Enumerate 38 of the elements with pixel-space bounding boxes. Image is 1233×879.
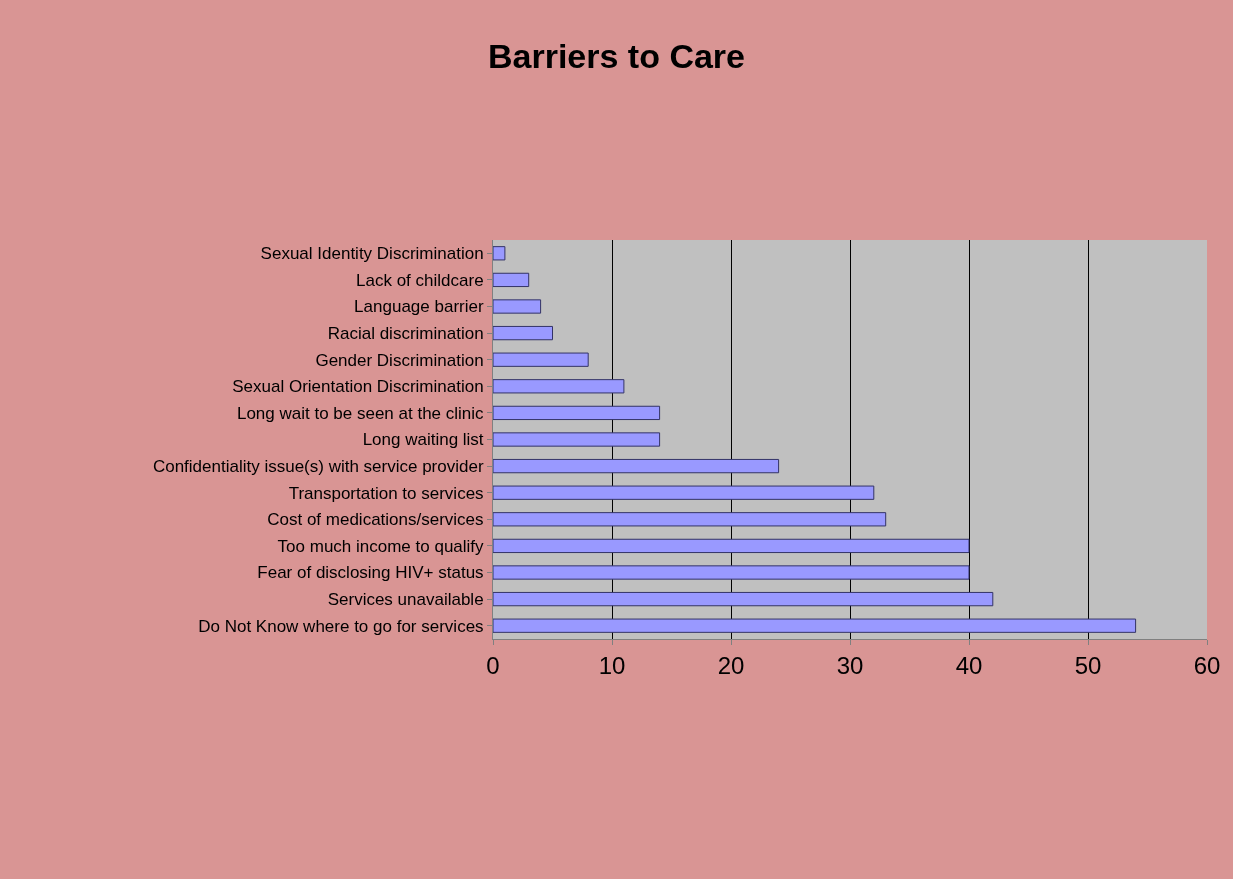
x-tick-label: 10 bbox=[598, 651, 626, 679]
bar bbox=[493, 458, 780, 474]
y-tick-label: Fear of disclosing HIV+ status bbox=[257, 563, 484, 583]
bar bbox=[493, 432, 661, 447]
y-tick-label: Sexual Orientation Discrimination bbox=[232, 377, 484, 397]
x-tick-label: 0 bbox=[486, 651, 500, 679]
x-tick-label: 40 bbox=[955, 651, 983, 679]
bar bbox=[493, 565, 970, 580]
bar bbox=[493, 246, 506, 261]
y-tick-label: Confidentiality issue(s) with service provider bbox=[152, 457, 484, 477]
y-tick-label: Lack of childcare bbox=[356, 270, 484, 290]
y-tick-label: Sexual Identity Discrimination bbox=[260, 244, 484, 264]
bar bbox=[493, 618, 1137, 633]
y-tick-label: Services unavailable bbox=[327, 590, 484, 610]
y-tick-label: Language barrier bbox=[354, 297, 484, 317]
bar bbox=[493, 272, 530, 288]
y-tick-label: Too much income to qualify bbox=[277, 536, 485, 556]
x-tick-label: 20 bbox=[717, 651, 745, 679]
bar bbox=[493, 591, 994, 607]
y-tick-label: Long wait to be seen at the clinic bbox=[236, 403, 485, 423]
y-tick-label: Do Not Know where to go for services bbox=[198, 616, 484, 636]
y-tick-label: Long waiting list bbox=[362, 430, 484, 450]
bar bbox=[493, 299, 542, 314]
bar bbox=[493, 512, 887, 527]
y-tick-label: Cost of medications/services bbox=[267, 510, 484, 530]
bar bbox=[493, 379, 625, 394]
y-tick-label: Racial discrimination bbox=[327, 324, 484, 344]
bar bbox=[493, 485, 875, 500]
bar bbox=[493, 538, 970, 554]
x-tick-label: 60 bbox=[1193, 651, 1221, 679]
y-tick-label: Transportation to services bbox=[288, 483, 484, 503]
bar bbox=[493, 405, 661, 421]
bar bbox=[493, 325, 553, 341]
chart-title: Barriers to Care bbox=[487, 36, 746, 75]
y-tick-label: Gender Discrimination bbox=[315, 350, 484, 370]
x-tick-label: 50 bbox=[1074, 651, 1102, 679]
x-tick-label: 30 bbox=[836, 651, 864, 679]
bar bbox=[493, 352, 589, 367]
